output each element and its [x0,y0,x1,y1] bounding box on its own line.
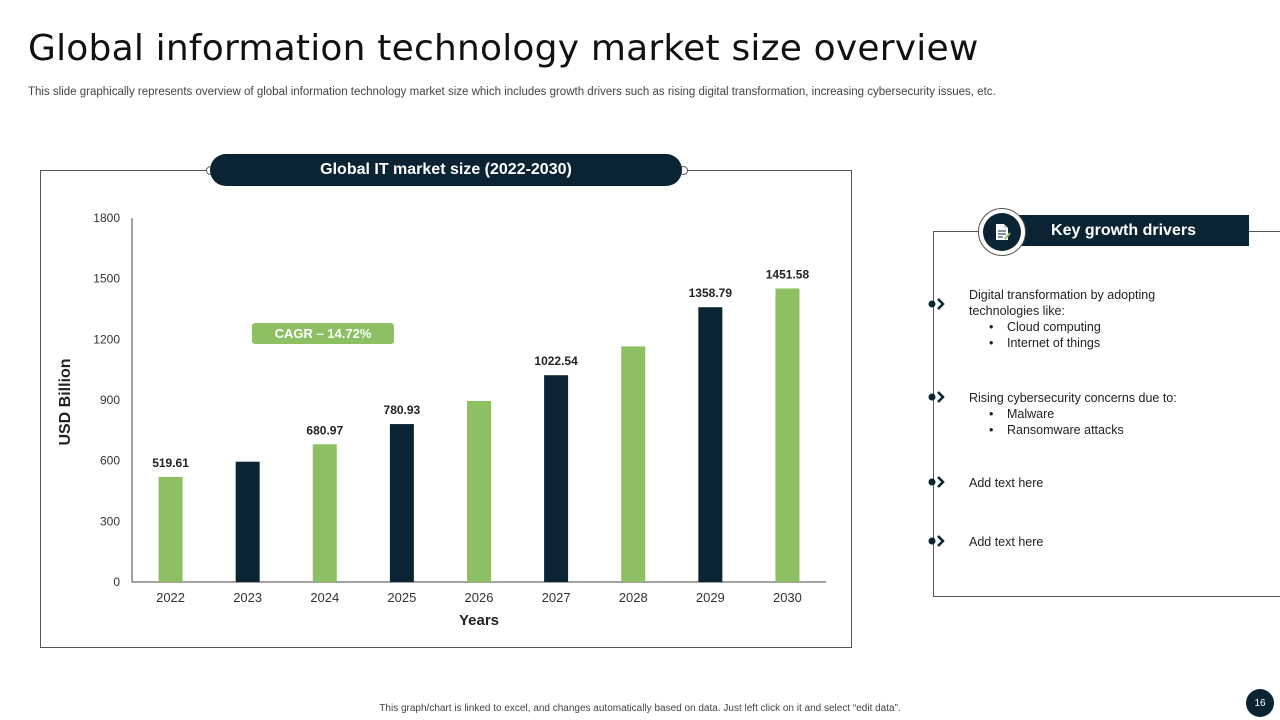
driver-sub-bullet: Internet of things [989,335,1155,351]
data-label: 1451.58 [766,267,810,281]
driver-sub-bullet: Malware [989,406,1177,422]
page-title: Global information technology market siz… [28,28,979,69]
data-label: 1358.79 [689,286,733,300]
bar [158,476,183,582]
y-tick-label: 300 [100,514,120,528]
x-tick-label: 2027 [542,590,571,605]
x-tick-label: 2023 [233,590,262,605]
document-icon [996,224,1011,240]
driver-item-line[interactable]: Add text here [969,535,1044,549]
driver-item-line: Rising cybersecurity concerns due to: [969,391,1177,405]
driver-item-4[interactable]: Add text here [969,534,1043,550]
drivers-badge [978,208,1026,256]
driver-item-1: Digital transformation by adopting techn… [969,287,1155,351]
y-axis-title: USD Billion [57,358,74,445]
y-tick-label: 900 [100,393,120,407]
bar [621,346,646,582]
driver-item-line[interactable]: Add text here [969,476,1044,490]
bar-chart[interactable]: 0 300 600 900 1200 1500 1800 2022 519.61 2023 2024… [40,170,852,648]
y-tick-label: 1800 [93,211,120,225]
bullet-icon [928,535,945,547]
bullet-icon [928,476,945,488]
cagr-badge [252,323,394,344]
bar [698,307,723,582]
bar [235,461,260,582]
x-tick-label: 2029 [696,590,725,605]
footer-note: This graph/chart is linked to excel, and… [379,703,901,714]
y-tick-label: 600 [100,454,120,468]
y-tick-label: 1200 [93,332,120,346]
page-subtitle: This slide graphically represents overvi… [28,86,996,98]
chart-title-pill: Global IT market size (2022-2030) [210,154,682,186]
data-label: 519.61 [152,456,189,470]
x-tick-label: 2022 [156,590,185,605]
y-tick-label: 1500 [93,272,120,286]
drivers-header: Key growth drivers [998,215,1249,246]
x-axis-title: Years [459,612,499,629]
driver-item-2: Rising cybersecurity concerns due to: Ma… [969,390,1177,438]
driver-item-3[interactable]: Add text here [969,475,1043,491]
x-tick-label: 2028 [619,590,648,605]
data-label: 680.97 [306,423,343,437]
bar [544,375,569,582]
x-tick-label: 2026 [465,590,494,605]
bar [312,444,337,582]
data-label: 1022.54 [534,354,578,368]
data-label: 780.93 [384,403,421,417]
bullet-icon [928,391,945,403]
x-tick-label: 2030 [773,590,802,605]
cagr-label: CAGR – 14.72% [275,326,372,341]
bar [389,424,414,582]
bar [775,288,800,582]
driver-sub-bullet: Ransomware attacks [989,422,1177,438]
y-tick-label: 0 [113,575,120,589]
page-number-badge: 16 [1246,689,1274,717]
driver-item-line: Digital transformation by adopting [969,288,1156,302]
driver-sub-bullet: Cloud computing [989,319,1155,335]
x-tick-label: 2024 [310,590,339,605]
driver-item-line: technologies like: [969,304,1065,318]
bar [467,401,491,582]
x-tick-label: 2025 [387,590,416,605]
chart-title: Global IT market size (2022-2030) [320,161,572,178]
bullet-icon [928,298,945,310]
drivers-header-label: Key growth drivers [1051,221,1196,239]
page-number: 16 [1254,697,1266,709]
